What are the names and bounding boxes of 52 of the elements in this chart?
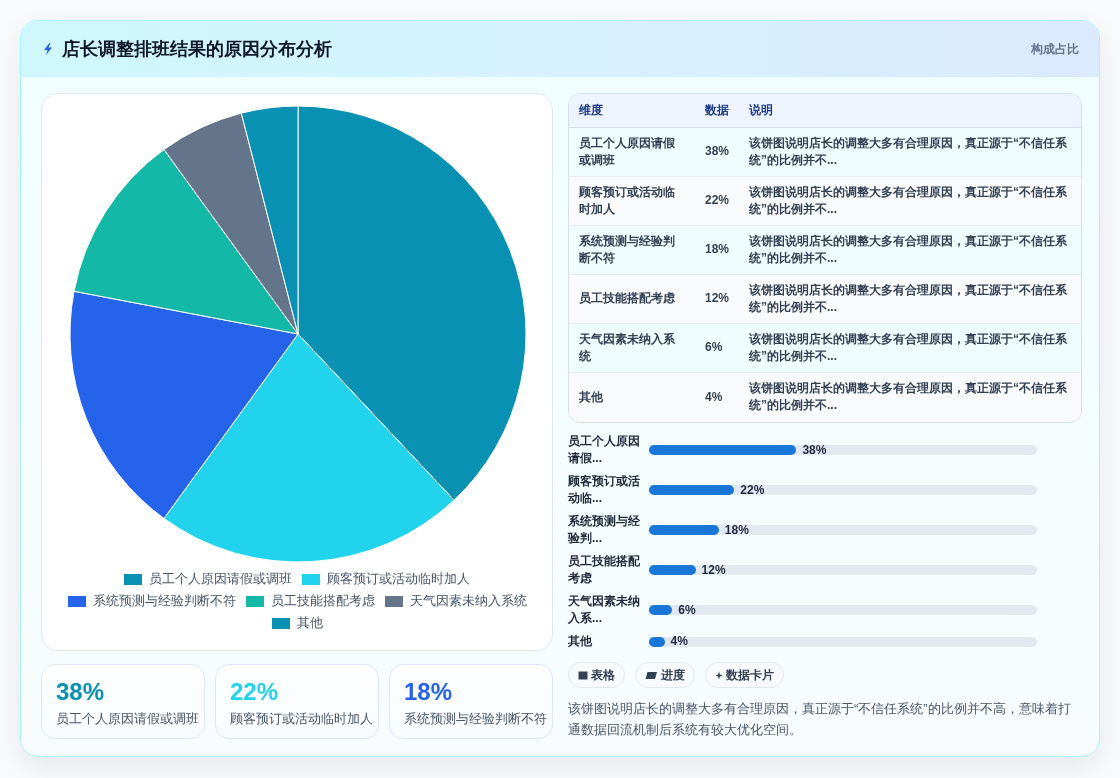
data-label: 4%: [670, 633, 688, 650]
data-label: 18%: [724, 521, 749, 539]
data-label: 22%: [740, 481, 765, 499]
text: 该饼图说明店长的调整大多有合理原因，真正源于“不信任系统”的比例并不高，意味着打通数据回流机制后系统有较大优化空间。: [568, 700, 1072, 739]
y-tick-label: 员工技能搭配考虑: [568, 553, 641, 587]
text: 38%: [56, 678, 105, 705]
chart-title: 店长调整排班结果的原因分布分析: [62, 38, 332, 60]
legend-label: 顾客预订或活动临时加人: [327, 570, 470, 588]
bar: [649, 565, 696, 575]
category-label: 天气因素未纳入系统: [569, 323, 695, 372]
legend-label: 员工技能搭配考虑: [270, 592, 375, 610]
text: 该饼图说明店长的调整大多有合理原因，真正源于“不信任系统”的比例并不...: [739, 323, 1081, 372]
text: 数据卡片: [726, 666, 774, 684]
category-label: 员工个人原因请假或调班: [56, 710, 199, 728]
bar: [649, 485, 735, 495]
text: 22%: [705, 193, 730, 208]
category-label: 顾客预订或活动临时加人: [230, 710, 373, 728]
text: 进度: [661, 666, 685, 684]
text: 18%: [404, 678, 453, 705]
legend-label: 员工个人原因请假或调班: [149, 570, 292, 588]
text: 维度: [569, 94, 695, 127]
text: 22%: [230, 678, 279, 705]
text: 该饼图说明店长的调整大多有合理原因，真正源于“不信任系统”的比例并不...: [739, 176, 1081, 225]
text: 该饼图说明店长的调整大多有合理原因，真正源于“不信任系统”的比例并不...: [739, 274, 1081, 323]
text: 表格: [591, 666, 615, 684]
y-tick-label: 顾客预订或活动临...: [568, 473, 641, 507]
text: 38%: [705, 144, 730, 159]
category-label: 系统预测与经验判断不符: [404, 710, 547, 728]
text: 该饼图说明店长的调整大多有合理原因，真正源于“不信任系统”的比例并不...: [739, 372, 1081, 421]
text: 18%: [705, 242, 730, 257]
data-label: 12%: [701, 561, 726, 579]
text: 构成占比: [1031, 41, 1079, 57]
data-label: 6%: [678, 601, 696, 619]
text: 12%: [705, 291, 730, 306]
text: 该饼图说明店长的调整大多有合理原因，真正源于“不信任系统”的比例并不...: [739, 127, 1081, 176]
text: 4%: [705, 389, 723, 404]
legend-label: 天气因素未纳入系统: [409, 592, 527, 610]
y-tick-label: 系统预测与经验判...: [568, 513, 641, 547]
y-tick-label: 员工个人原因请假...: [568, 433, 641, 467]
category-label: 顾客预订或活动临时加人: [569, 176, 695, 225]
category-label: 员工个人原因请假或调班: [569, 127, 695, 176]
data-label: 38%: [802, 441, 827, 459]
y-tick-label: 天气因素未纳入系...: [568, 593, 641, 627]
text: 数据: [695, 94, 739, 127]
category-label: 系统预测与经验判断不符: [569, 225, 695, 274]
legend-label: 系统预测与经验判断不符: [92, 592, 236, 610]
text: 该饼图说明店长的调整大多有合理原因，真正源于“不信任系统”的比例并不...: [739, 225, 1081, 274]
text: 6%: [705, 340, 723, 355]
bar: [649, 525, 719, 535]
legend-label: 其他: [296, 614, 323, 632]
text: 说明: [739, 94, 1081, 127]
y-tick-label: 其他: [568, 633, 593, 650]
